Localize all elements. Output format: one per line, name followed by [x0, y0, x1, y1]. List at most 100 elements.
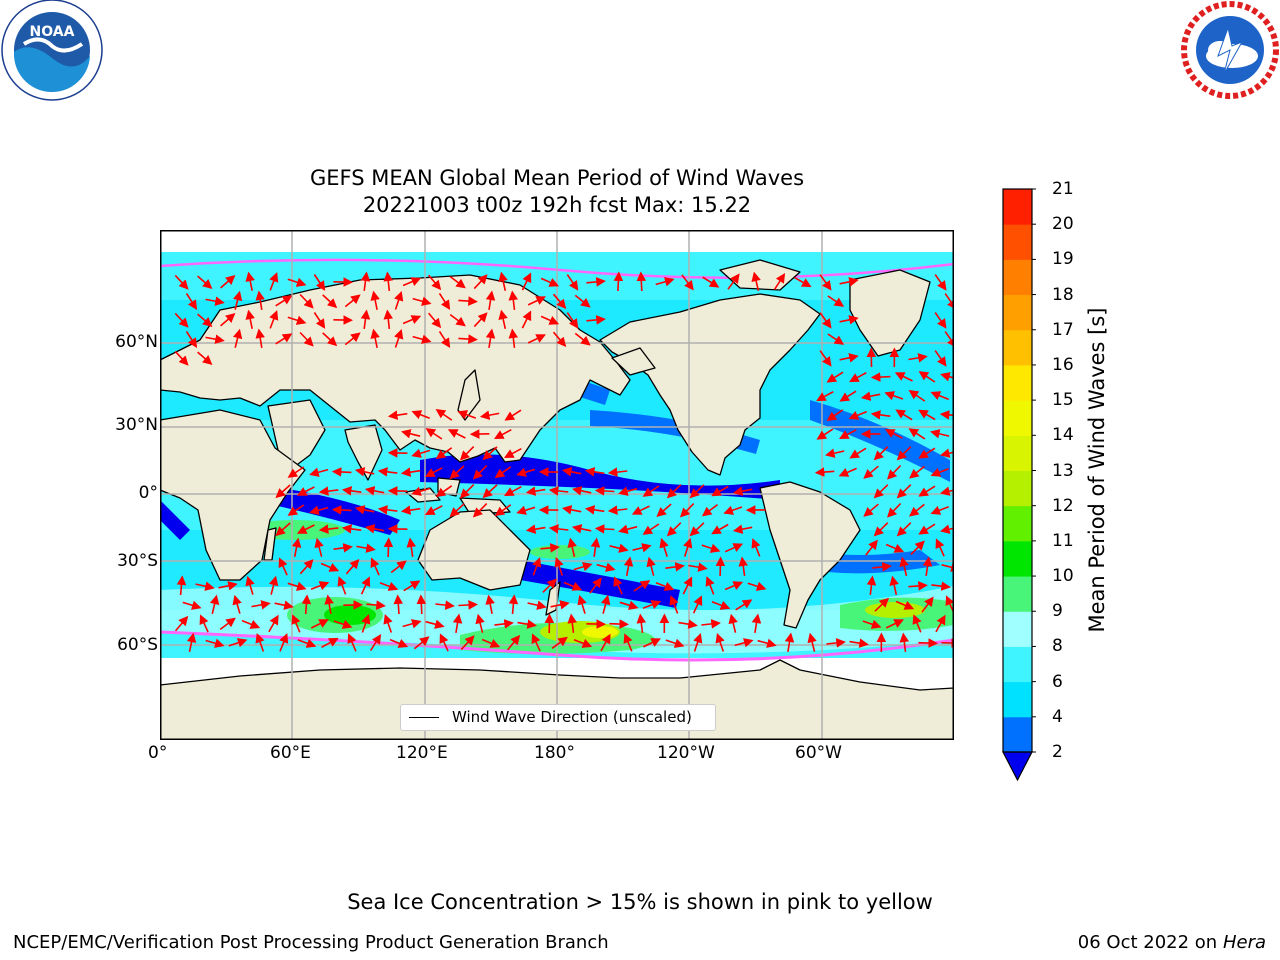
- wave-direction-arrow: [908, 389, 926, 402]
- wave-direction-arrow: [457, 410, 477, 420]
- wave-direction-arrow: [918, 485, 936, 497]
- wave-direction-arrow: [683, 537, 693, 557]
- wave-direction-arrow: [940, 486, 954, 496]
- wave-direction-arrow: [197, 351, 213, 365]
- colorbar-tick-label: 18: [1052, 284, 1074, 305]
- wave-direction-arrow: [322, 332, 338, 347]
- wave-direction-arrow: [636, 271, 647, 292]
- wave-direction-arrow: [459, 446, 475, 461]
- wave-direction-arrow: [563, 581, 583, 591]
- wave-direction-arrow: [940, 524, 954, 534]
- wave-direction-arrow: [354, 467, 375, 477]
- wave-direction-arrow: [669, 595, 679, 614]
- wave-direction-arrow: [642, 485, 660, 497]
- wave-direction-arrow: [205, 296, 225, 306]
- wave-direction-arrow: [449, 313, 466, 327]
- colorbar-tick-label: 21: [1052, 179, 1074, 199]
- wave-direction-arrow: [732, 524, 753, 534]
- wave-direction-arrow: [447, 429, 466, 439]
- wave-direction-arrow: [934, 274, 947, 291]
- wave-direction-arrow: [618, 524, 638, 534]
- wave-direction-arrow: [711, 485, 729, 497]
- wave-direction-arrow: [508, 328, 519, 348]
- wave-direction-arrow: [354, 505, 375, 515]
- wave-direction-arrow: [176, 575, 187, 596]
- wave-direction-arrow: [849, 447, 867, 459]
- lon-label: 120°E: [396, 743, 448, 763]
- wave-direction-arrow: [860, 391, 881, 401]
- wave-direction-arrow: [751, 538, 761, 557]
- wave-direction-arrow: [301, 594, 312, 615]
- wave-direction-arrow: [899, 556, 909, 576]
- wave-direction-arrow: [435, 447, 453, 460]
- wave-direction-arrow: [185, 330, 198, 348]
- wave-direction-arrow: [299, 331, 314, 347]
- wave-direction-arrow: [566, 312, 579, 329]
- wave-direction-arrow: [930, 429, 950, 439]
- wave-direction-arrow: [245, 309, 255, 329]
- land: [160, 259, 954, 740]
- wave-direction-arrow: [631, 505, 650, 515]
- wave-direction-arrow: [299, 559, 314, 575]
- wave-direction-arrow: [865, 539, 878, 556]
- wave-direction-arrow: [636, 613, 647, 633]
- wave-direction-arrow: [896, 522, 912, 537]
- wave-direction-arrow: [596, 562, 616, 572]
- wave-direction-arrow: [656, 503, 672, 517]
- wave-direction-arrow: [573, 562, 593, 572]
- wave-direction-arrow: [255, 328, 265, 349]
- wave-direction-arrow: [251, 600, 271, 610]
- wave-direction-arrow: [199, 614, 209, 633]
- wave-direction-arrow: [702, 276, 720, 288]
- wave-direction-arrow: [849, 371, 867, 383]
- wave-direction-arrow: [313, 274, 326, 291]
- wave-direction-arrow: [532, 557, 542, 576]
- wave-direction-arrow: [922, 556, 933, 577]
- wave-direction-arrow: [232, 328, 243, 348]
- wave-direction-arrow: [870, 372, 891, 382]
- wave-direction-arrow: [482, 484, 498, 499]
- wave-direction-arrow: [287, 277, 307, 287]
- wave-direction-arrow: [827, 333, 845, 345]
- wave-direction-arrow: [910, 540, 925, 555]
- wave-direction-arrow: [411, 448, 431, 458]
- wave-direction-arrow: [347, 633, 357, 652]
- wave-direction-arrow: [400, 467, 421, 477]
- wave-direction-arrow: [475, 613, 485, 633]
- wave-direction-arrow: [504, 409, 522, 421]
- wave-direction-arrow: [531, 633, 541, 652]
- wave-direction-arrow: [794, 276, 812, 288]
- wave-direction-arrow: [896, 446, 912, 461]
- wave-direction-arrow: [642, 523, 660, 535]
- wave-direction-arrow: [548, 524, 569, 534]
- wave-direction-arrow: [940, 448, 954, 458]
- wave-direction-arrow: [862, 619, 882, 629]
- wave-direction-arrow: [186, 632, 197, 652]
- wave-direction-arrow: [540, 315, 560, 325]
- wave-direction-arrow: [503, 447, 522, 459]
- wave-direction-arrow: [918, 638, 938, 648]
- wave-direction-arrow: [819, 312, 832, 329]
- wave-direction-arrow: [291, 614, 301, 633]
- colorbar-tick-label: 4: [1052, 706, 1063, 727]
- wave-direction-arrow: [387, 410, 408, 420]
- wave-direction-arrow: [360, 271, 371, 292]
- wave-direction-arrow: [931, 581, 951, 591]
- wave-direction-arrow: [255, 632, 265, 652]
- wave-direction-arrow: [401, 429, 421, 439]
- wave-direction-arrow: [839, 390, 857, 402]
- wave-direction-arrow: [705, 576, 715, 595]
- wave-direction-arrow: [692, 595, 703, 614]
- wave-direction-arrow: [866, 575, 877, 595]
- wave-direction-arrow: [438, 330, 451, 348]
- wave-direction-arrow: [609, 619, 629, 629]
- wave-direction-arrow: [268, 575, 279, 595]
- wave-direction-arrow: [197, 275, 213, 289]
- colorbar-segment: [1003, 364, 1032, 401]
- wave-direction-arrow: [623, 556, 634, 577]
- wave-direction-arrow: [318, 524, 339, 534]
- wave-direction-arrow: [863, 465, 879, 479]
- wave-direction-arrow: [896, 484, 912, 499]
- colorbar-tick-label: 20: [1052, 214, 1074, 235]
- wave-direction-arrow: [819, 274, 832, 291]
